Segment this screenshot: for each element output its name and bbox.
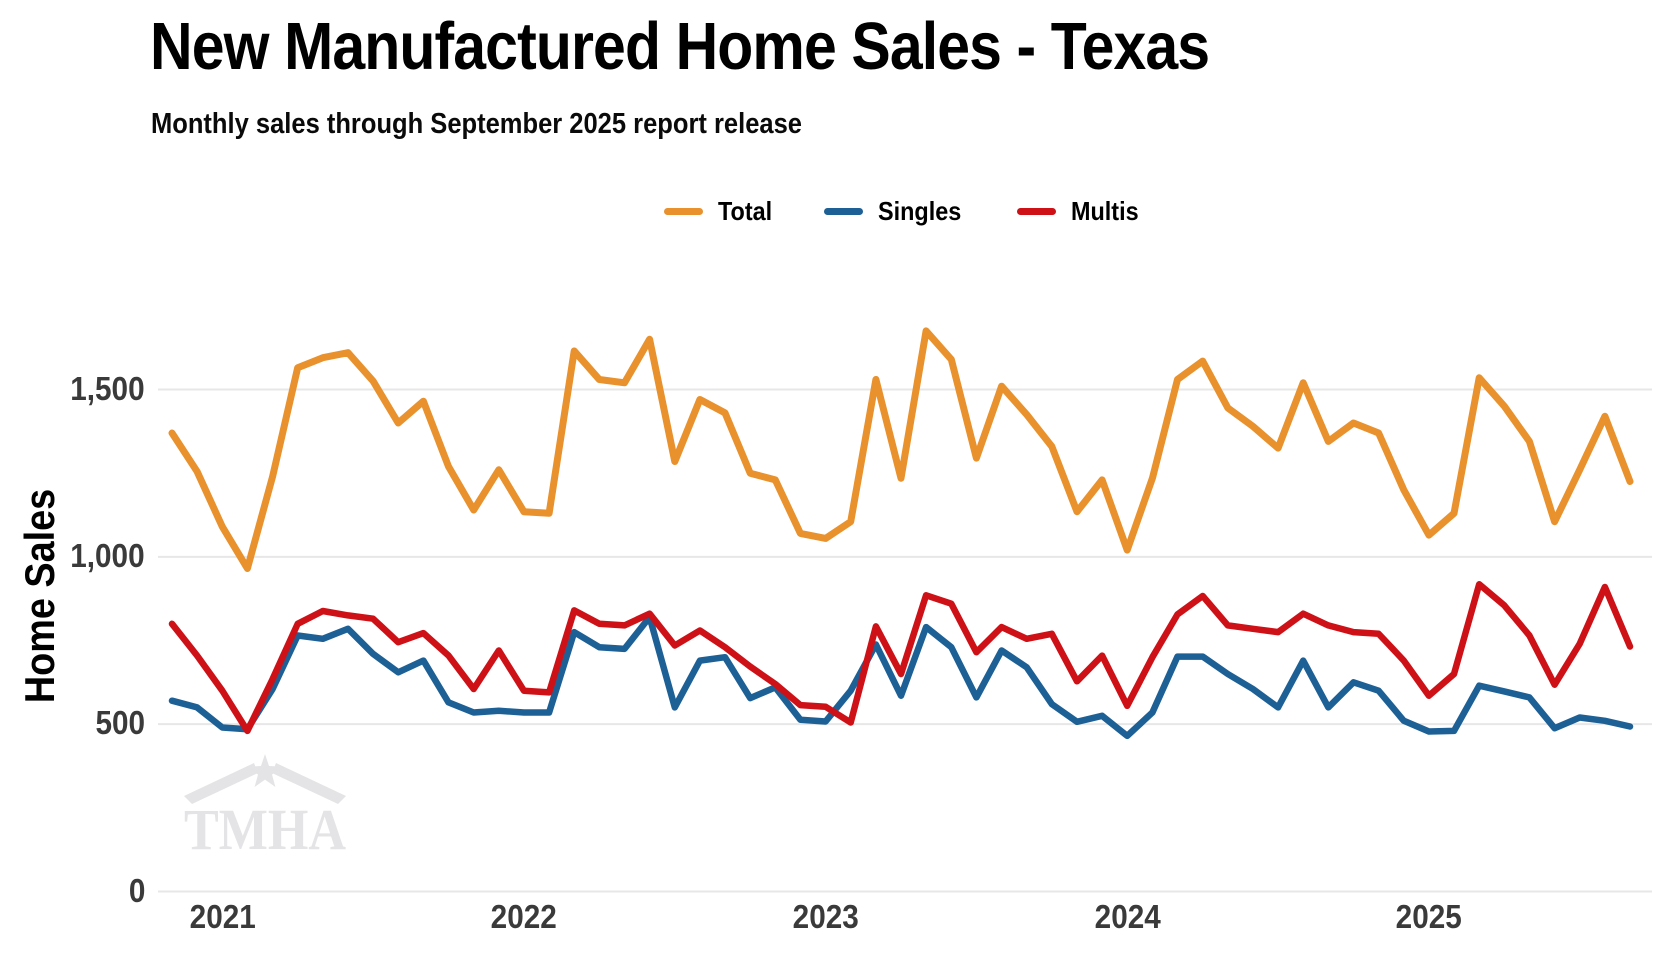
watermark-roof-right [272, 763, 346, 804]
series-line-multis [168, 581, 1634, 735]
y-tick-500: 500 [95, 704, 145, 742]
y-tick-1,500: 1,500 [70, 369, 145, 407]
legend-label: Singles [878, 196, 962, 226]
y-tick-1,000: 1,000 [70, 536, 145, 574]
legend-swatch-singles [824, 208, 864, 215]
x-tick-2021: 2021 [189, 898, 256, 935]
legend-label: Multis [1070, 196, 1139, 226]
legend-item-singles[interactable]: Singles [824, 196, 970, 227]
x-tick-2024: 2024 [1094, 898, 1161, 935]
y-axis-title: Home Sales [16, 488, 63, 704]
y-tick-0: 0 [128, 871, 145, 909]
x-tick-2025: 2025 [1395, 898, 1462, 935]
legend-item-total[interactable]: Total [664, 196, 778, 227]
chart-subtitle: Monthly sales through September 2025 rep… [151, 108, 802, 140]
chart-title: New Manufactured Home Sales - Texas [150, 9, 1210, 84]
legend-swatch-multis [1016, 208, 1056, 215]
x-tick-2023: 2023 [792, 898, 859, 935]
watermark-roof-left [184, 763, 258, 804]
legend-swatch-total [664, 208, 704, 215]
x-tick-2022: 2022 [490, 898, 557, 935]
legend: Total Singles Multis [158, 196, 1652, 227]
tmha-watermark-logo: TMHA [184, 754, 346, 856]
series-line-singles [168, 613, 1634, 740]
legend-item-multis[interactable]: Multis [1016, 196, 1146, 227]
watermark-text: TMHA [184, 797, 346, 856]
legend-label: Total [718, 196, 773, 226]
watermark-star-icon [248, 754, 282, 787]
series-line-total [168, 327, 1634, 572]
